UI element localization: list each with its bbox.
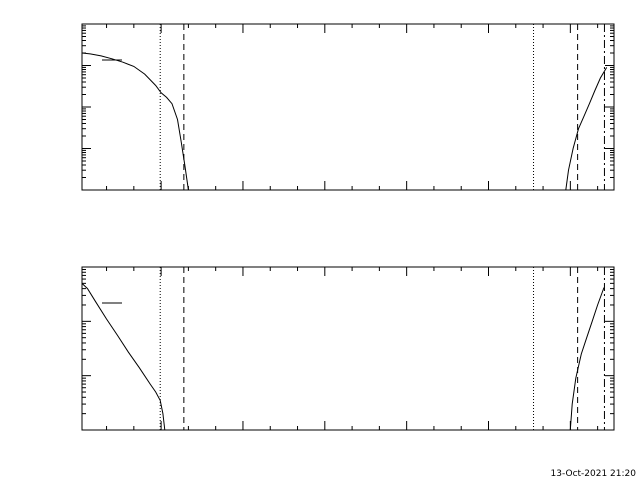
plot-frame — [81, 23, 615, 191]
series-line — [565, 67, 608, 191]
footer-timestamp: 13-Oct-2021 21:20 — [551, 469, 637, 479]
lo-channel-plot — [81, 23, 615, 191]
plot-frame — [81, 266, 615, 431]
series-line — [81, 283, 166, 431]
series-line — [81, 52, 189, 191]
series-line — [569, 287, 605, 431]
hi-channel-plot — [81, 266, 615, 431]
